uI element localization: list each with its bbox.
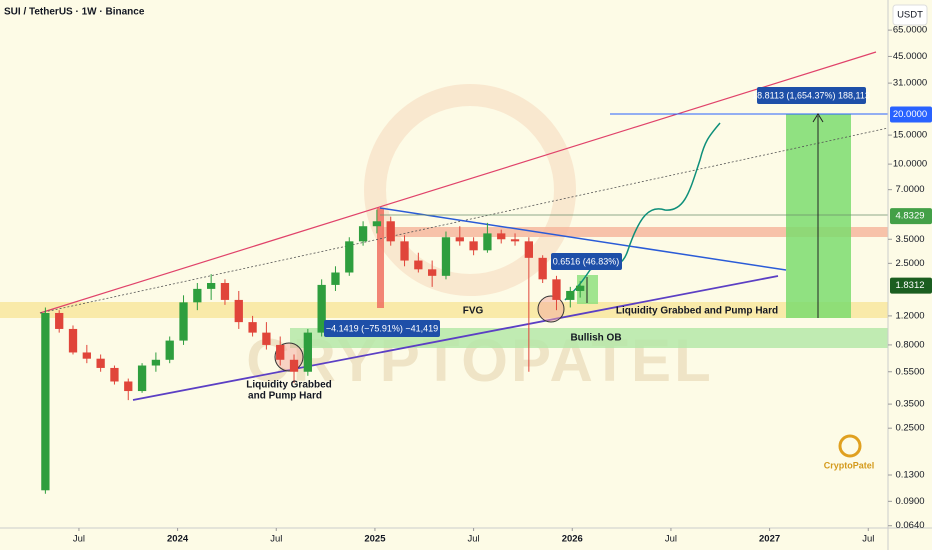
candle-body	[317, 284, 326, 333]
y-tick-label: 7.0000	[895, 184, 924, 195]
measure-label: −4.1419 (−75.91%) −41,419	[326, 323, 438, 333]
watermark-ring	[364, 84, 576, 296]
candle-body	[428, 269, 437, 276]
candle-body	[576, 285, 585, 291]
annotation: and Pump Hard	[248, 391, 322, 402]
y-tick-label: 2.5000	[895, 258, 924, 269]
candle-body	[303, 332, 312, 372]
candle-body	[276, 344, 285, 360]
candle-body	[110, 367, 119, 382]
x-tick-label: 2026	[562, 534, 583, 545]
candle-body	[151, 359, 161, 366]
chart-title: SUI / TetherUS · 1W · Binance	[4, 7, 145, 18]
x-tick-label: 2027	[759, 534, 780, 545]
measure-label: 18.8113 (1,654.37%) 188,113	[752, 90, 870, 100]
candle-body	[262, 332, 271, 345]
candle-body	[179, 302, 188, 341]
upper-channel	[39, 51, 877, 314]
y-tick-label: 3.5000	[895, 234, 924, 245]
measure-label: 0.6516 (46.83%)	[553, 256, 620, 266]
candle-body	[41, 312, 50, 491]
candle-body	[455, 237, 464, 242]
candle-body	[524, 241, 533, 258]
candle-body	[234, 299, 243, 323]
x-tick-label: 2024	[167, 534, 189, 545]
label-box	[757, 87, 866, 104]
price-label-box	[890, 106, 932, 123]
price-label: 1.8312	[895, 280, 924, 291]
x-tick-label: 2025	[364, 534, 386, 545]
candle-body	[207, 282, 216, 289]
y-tick-label: 0.0640	[895, 520, 924, 531]
y-tick-label: 0.0900	[895, 496, 924, 507]
candle-body	[124, 381, 133, 392]
annotation: Liquidity Grabbed and Pump Hard	[616, 306, 778, 317]
candle-body	[55, 312, 64, 329]
candle-body	[345, 241, 354, 273]
candle-body	[358, 226, 368, 242]
y-tick-label: 1.2000	[895, 310, 924, 321]
y-tick-label: 45.0000	[893, 51, 927, 62]
label-box	[551, 253, 622, 270]
y-tick-label: 10.0000	[893, 159, 927, 170]
y-tick-label: 0.5500	[895, 366, 924, 377]
currency-box	[892, 4, 928, 26]
y-tick-label: 65.0000	[893, 25, 927, 36]
x-tick-label: Jul	[468, 534, 480, 545]
support-line	[132, 275, 779, 401]
y-tick-label: 15.0000	[893, 130, 927, 141]
x-tick-label: Jul	[665, 534, 677, 545]
candle-body	[510, 239, 520, 242]
y-tick-label: 31.0000	[893, 78, 927, 89]
logo: CryptoPatel	[824, 460, 875, 470]
candle-body	[469, 241, 478, 251]
candle-body	[441, 237, 451, 276]
candle-body	[566, 290, 575, 300]
candle-body	[193, 288, 202, 303]
fvg-zone	[0, 302, 888, 318]
candle-body	[165, 340, 174, 360]
price-label: 20.0000	[893, 109, 927, 120]
annotation: Bullish OB	[570, 333, 621, 344]
y-tick-label: 0.8000	[895, 339, 924, 350]
arrow-head	[812, 113, 824, 123]
y-tick-label: 0.1300	[895, 470, 924, 481]
y-tick-label: 0.3500	[895, 399, 924, 410]
currency: USDT	[897, 10, 923, 21]
candle-body	[400, 241, 409, 261]
candle-body	[538, 257, 547, 280]
x-tick-label: Jul	[862, 534, 874, 545]
candle-body	[552, 279, 561, 300]
projection-path	[564, 122, 721, 301]
candle-body	[331, 272, 340, 285]
candle-body	[483, 233, 492, 251]
annotation: FVG	[463, 306, 484, 317]
candle-body	[68, 328, 78, 353]
candle-body	[289, 359, 299, 372]
candle-body	[386, 221, 395, 242]
descending-line	[379, 207, 787, 271]
candle-body	[372, 221, 382, 227]
price-label-box	[890, 277, 932, 294]
candle-body	[220, 282, 230, 300]
logo-icon	[838, 434, 862, 458]
price-label: 4.8329	[895, 211, 924, 222]
candle-body	[497, 233, 506, 240]
candle-body	[414, 260, 423, 270]
candle-body	[248, 322, 257, 333]
annotation: Liquidity Grabbed	[246, 380, 332, 391]
candle-body	[137, 365, 147, 392]
price-label-box	[890, 208, 932, 225]
red-bar	[377, 208, 384, 308]
y-tick-label: 0.2500	[895, 423, 924, 434]
x-tick-label: Jul	[270, 534, 282, 545]
candle-body	[96, 358, 105, 368]
label-box	[324, 320, 440, 337]
liquidity-circle	[537, 295, 565, 323]
x-tick-label: Jul	[73, 534, 85, 545]
candle-body	[82, 352, 91, 359]
